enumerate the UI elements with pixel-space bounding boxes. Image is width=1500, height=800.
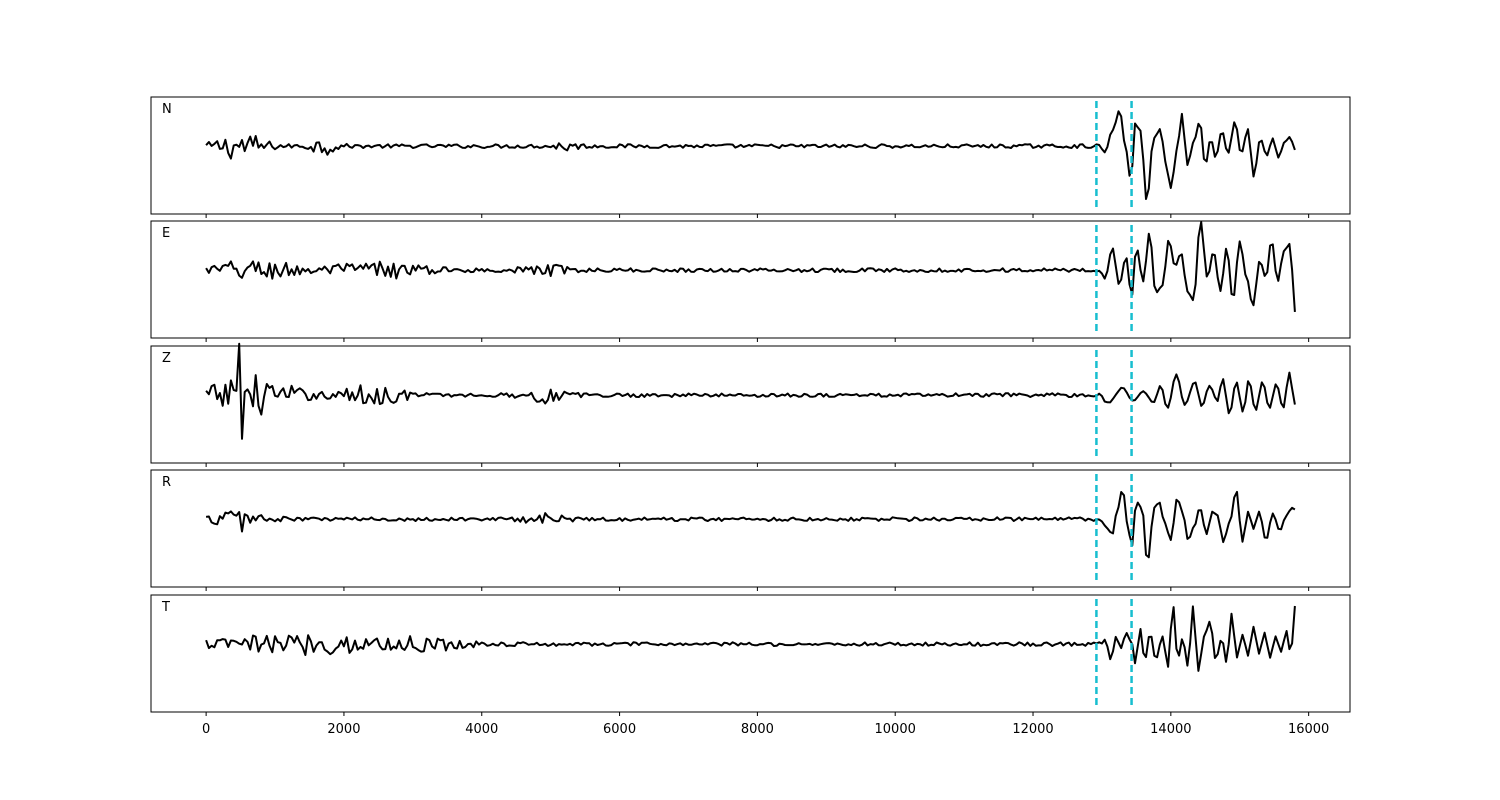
trace-T [205,605,1296,672]
x-tick-label: 0 [202,722,210,737]
panel-frame [150,345,1351,464]
panel-T: T [150,594,1351,716]
panel-frame [150,594,1351,713]
panel-label: R [162,475,171,490]
panel-frame [150,469,1351,588]
x-tick-label: 10000 [875,722,916,737]
trace-N [205,110,1296,200]
panel-label: E [162,226,170,241]
panel-frame [150,96,1351,215]
trace-R [205,490,1296,559]
panel-N: N [150,96,1351,218]
panel-frame [150,220,1351,339]
panel-R: R [150,469,1351,591]
panel-Z: Z [150,342,1351,467]
x-tick-label: 6000 [603,722,636,737]
panel-label: N [162,102,172,117]
x-tick-label: 2000 [327,722,360,737]
x-tick-label: 12000 [1012,722,1053,737]
x-tick-label: 4000 [465,722,498,737]
panel-label: Z [162,351,171,366]
panel-label: T [161,600,170,615]
panel-E: E [150,220,1351,342]
x-axis: 0 2000 4000 6000 8000 10000 12000 14000 16000 [202,722,1329,737]
x-tick-label: 8000 [741,722,774,737]
x-tick-label: 16000 [1288,722,1329,737]
trace-E [205,221,1296,312]
panels-layer: N E Z R T [150,96,1351,716]
trace-Z [205,342,1296,440]
x-tick-label: 14000 [1150,722,1191,737]
